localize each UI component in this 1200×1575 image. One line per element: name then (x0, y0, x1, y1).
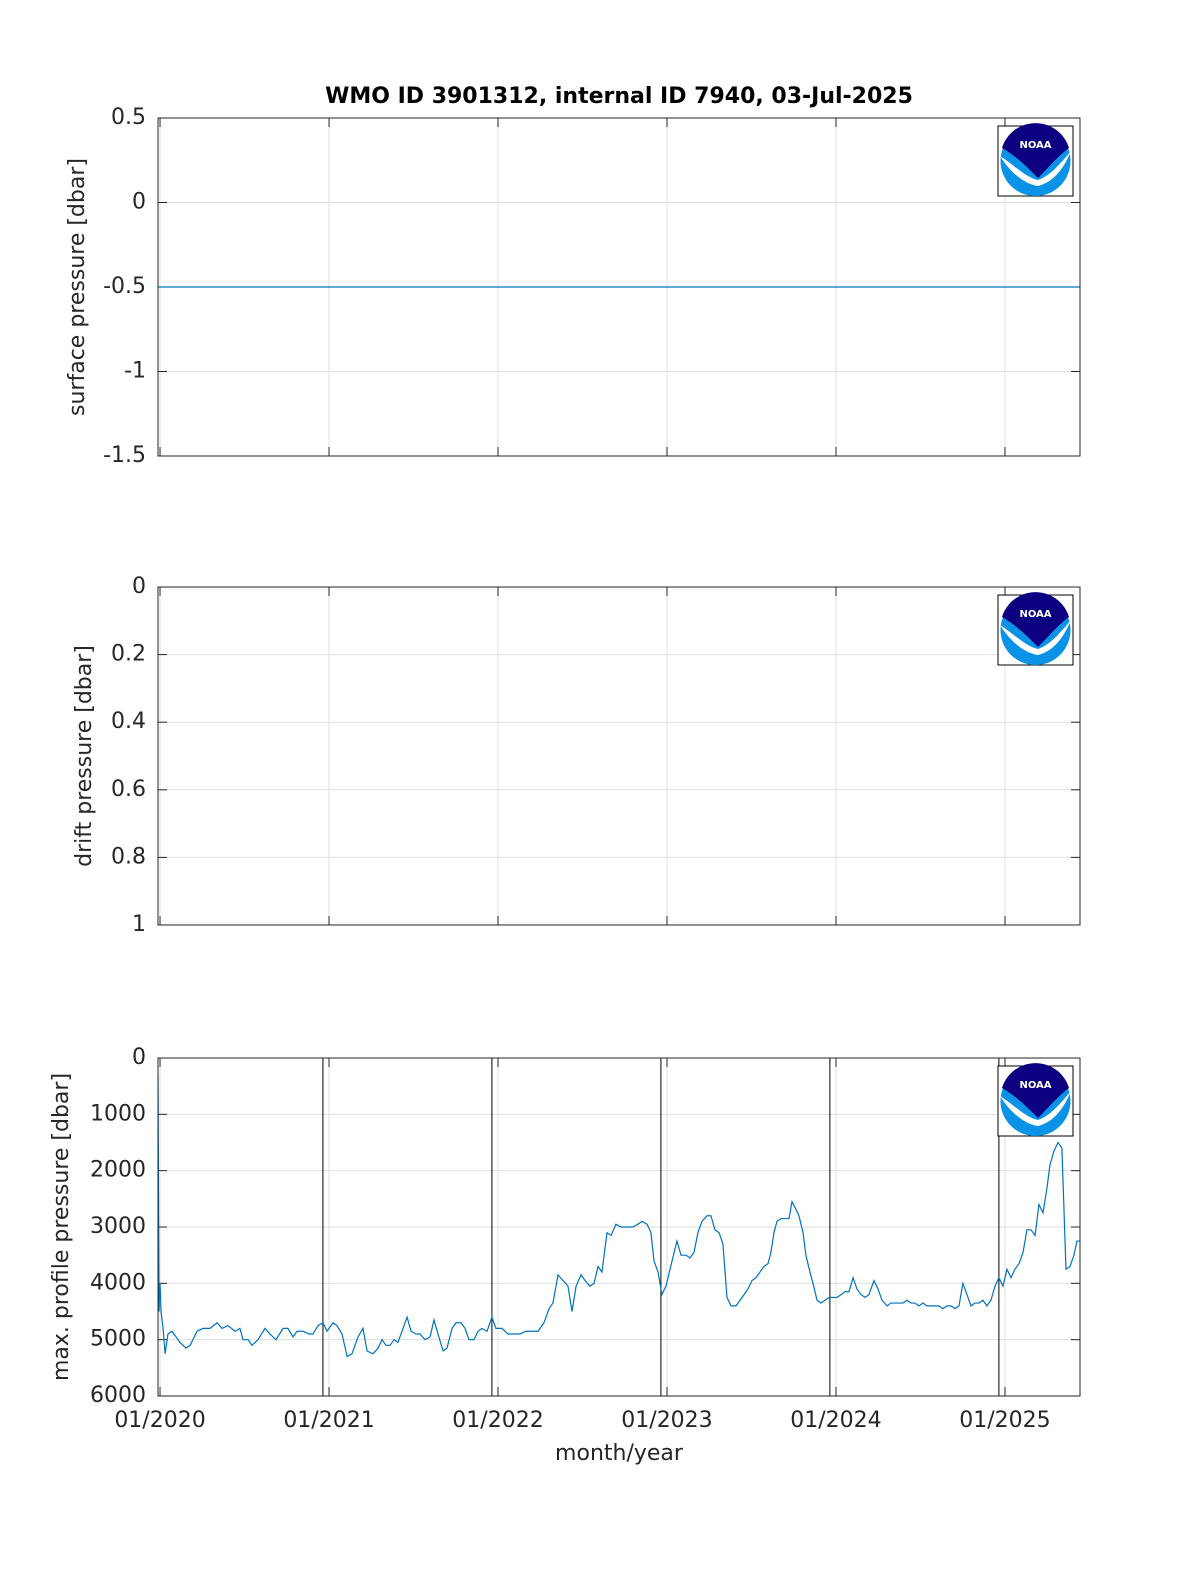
y-tick-label: -1 (124, 359, 146, 384)
logo-text: NOAA (1019, 609, 1051, 620)
y-tick-label: 0.6 (111, 777, 146, 802)
y-axis-label: max. profile pressure [dbar] (49, 1073, 74, 1381)
logo-sky (1002, 123, 1069, 178)
y-tick-label: 5000 (90, 1327, 146, 1352)
y-tick-label: 0.2 (111, 642, 146, 667)
logo-gull (1000, 620, 1071, 655)
y-tick-label: 0 (132, 190, 146, 215)
axes-frame (157, 1057, 1081, 1397)
y-tick-label: 0.8 (111, 844, 146, 869)
axes-frame (157, 586, 1081, 926)
y-tick-label: 0.5 (111, 105, 146, 130)
y-tick-label: 0.4 (111, 709, 146, 734)
logo-text: NOAA (1019, 140, 1051, 151)
y-tick-label: 1000 (90, 1101, 146, 1126)
noaa-logo: NOAA (997, 592, 1074, 666)
y-tick-label: 3000 (90, 1214, 146, 1239)
x-tick-label: 01/2025 (959, 1408, 1050, 1433)
chart-title: WMO ID 3901312, internal ID 7940, 03-Jul… (325, 84, 913, 109)
logo-gull (1000, 151, 1071, 186)
x-tick-label: 01/2023 (621, 1408, 712, 1433)
x-tick-label: 01/2020 (114, 1408, 205, 1433)
noaa-logo: NOAA (997, 1063, 1074, 1137)
logo-sky (1002, 1063, 1069, 1118)
y-axis-label: surface pressure [dbar] (65, 158, 90, 416)
x-tick-label: 01/2024 (790, 1408, 881, 1433)
logo-gull (1000, 1091, 1071, 1126)
y-axis-label: drift pressure [dbar] (72, 645, 97, 867)
data-line (158, 1074, 1080, 1358)
logo-sky (1002, 592, 1069, 647)
logo-text: NOAA (1019, 1080, 1051, 1091)
x-tick-label: 01/2021 (283, 1408, 374, 1433)
y-tick-label: -1.5 (103, 443, 146, 468)
y-tick-label: -0.5 (103, 274, 146, 299)
x-axis-label: month/year (555, 1441, 684, 1466)
plot-area (158, 587, 1080, 925)
y-tick-label: 2000 (90, 1158, 146, 1183)
y-tick-label: 1 (132, 912, 146, 937)
y-tick-label: 0 (132, 1045, 146, 1070)
y-tick-label: 6000 (90, 1383, 146, 1408)
x-tick-label: 01/2022 (452, 1408, 543, 1433)
noaa-logo: NOAA (997, 123, 1074, 197)
axes-frame (157, 117, 1081, 457)
y-tick-label: 0 (132, 574, 146, 599)
y-tick-label: 4000 (90, 1270, 146, 1295)
